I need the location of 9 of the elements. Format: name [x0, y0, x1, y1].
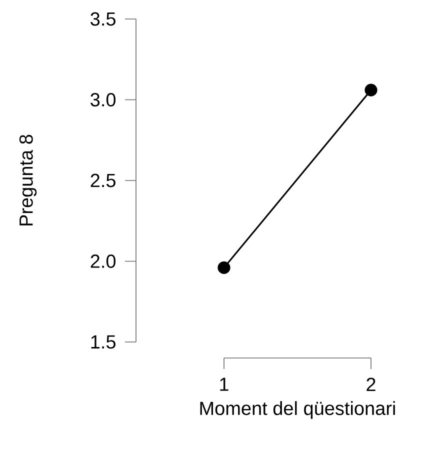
y-tick-label: 2.5 — [90, 174, 116, 188]
y-tick-label: 3.0 — [90, 93, 116, 106]
y-tick-label: 1.5 — [91, 335, 116, 349]
y-tick-label: 3.5 — [90, 12, 116, 26]
x-tick-label: 2 — [366, 378, 376, 391]
y-axis-title: Pregunta 8 — [19, 134, 37, 226]
y-tick-label: 2.0 — [90, 254, 116, 268]
x-tick-label: 1 — [220, 378, 228, 391]
x-axis-title: Moment del qüestionari — [200, 401, 395, 419]
